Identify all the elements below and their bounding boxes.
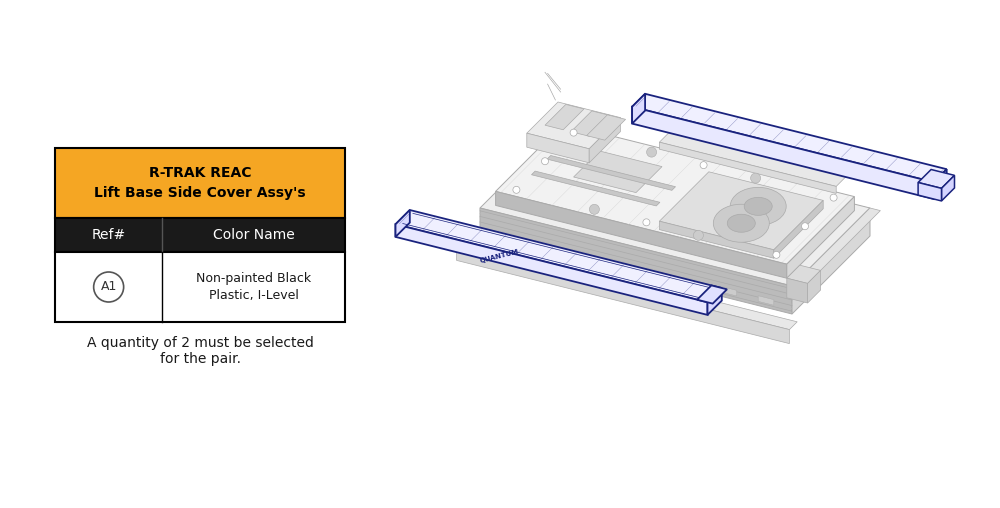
Polygon shape [774,200,823,258]
Polygon shape [758,296,774,305]
Polygon shape [697,285,727,304]
Polygon shape [527,133,589,163]
Circle shape [693,230,703,240]
Polygon shape [572,249,588,259]
Polygon shape [787,197,854,278]
Polygon shape [587,115,626,140]
Text: A quantity of 2 must be selected: A quantity of 2 must be selected [87,336,313,350]
Circle shape [700,162,707,169]
Bar [55,252,345,322]
Polygon shape [808,270,821,303]
Polygon shape [792,208,870,314]
Polygon shape [571,111,610,136]
Polygon shape [535,240,551,249]
Circle shape [830,194,837,201]
Text: for the pair.: for the pair. [160,352,240,366]
Polygon shape [396,225,708,315]
Polygon shape [659,221,774,258]
Polygon shape [574,151,662,193]
Text: A1: A1 [100,280,117,294]
Polygon shape [527,102,620,149]
Polygon shape [457,246,789,343]
Bar [55,218,345,252]
Polygon shape [480,208,792,314]
Ellipse shape [730,187,786,226]
Ellipse shape [727,214,755,232]
Text: R-TRAK REAC
Lift Base Side Cover Assy's: R-TRAK REAC Lift Base Side Cover Assy's [94,166,306,200]
Circle shape [647,147,657,157]
Polygon shape [787,265,821,283]
Circle shape [589,204,599,214]
Polygon shape [545,105,584,130]
Circle shape [542,157,548,165]
Circle shape [94,272,124,302]
Polygon shape [396,210,722,302]
Polygon shape [632,107,934,199]
Polygon shape [647,268,662,277]
Circle shape [643,219,650,226]
Polygon shape [496,124,854,264]
Polygon shape [918,182,942,201]
Polygon shape [457,239,797,330]
Ellipse shape [744,197,772,215]
Polygon shape [659,142,836,194]
Polygon shape [531,171,660,206]
Circle shape [751,173,761,183]
Text: Ref#: Ref# [92,228,126,242]
Polygon shape [496,192,787,278]
Text: Non-painted Black
Plastic, I-Level: Non-painted Black Plastic, I-Level [196,272,311,302]
Text: QUANTUM: QUANTUM [479,249,520,264]
Polygon shape [659,172,823,250]
Polygon shape [498,231,514,240]
Polygon shape [589,117,620,163]
Polygon shape [934,169,947,199]
Circle shape [570,129,577,136]
Polygon shape [787,278,808,303]
Circle shape [513,186,520,194]
Polygon shape [632,94,645,123]
Polygon shape [708,288,722,315]
Text: Color Name: Color Name [213,228,295,242]
Polygon shape [396,210,410,237]
Polygon shape [547,155,676,190]
Polygon shape [942,175,954,201]
Circle shape [802,223,808,230]
Polygon shape [918,170,954,188]
Ellipse shape [713,204,769,242]
Circle shape [773,251,780,259]
Polygon shape [721,287,737,296]
Bar [55,148,345,218]
Polygon shape [480,130,870,286]
Polygon shape [787,208,880,294]
Polygon shape [684,277,700,287]
Polygon shape [659,129,849,186]
Polygon shape [610,259,625,268]
Polygon shape [632,94,947,182]
